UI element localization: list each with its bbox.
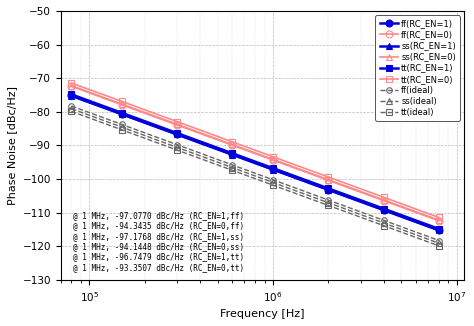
tt(RC_EN=0) — [381, 195, 386, 199]
tt(ideal) — [118, 128, 124, 132]
ff(RC_EN=1) — [174, 132, 180, 136]
ss(RC_EN=1) — [229, 153, 235, 156]
Line: tt(RC_EN=0): tt(RC_EN=0) — [69, 80, 442, 220]
ff(RC_EN=1) — [436, 228, 442, 232]
ss(RC_EN=1) — [326, 188, 331, 192]
tt(RC_EN=0) — [270, 155, 276, 159]
ff(ideal) — [69, 104, 74, 108]
ss(RC_EN=1) — [69, 94, 74, 98]
ss(RC_EN=1) — [270, 168, 276, 171]
tt(RC_EN=0) — [436, 215, 442, 219]
ff(RC_EN=1) — [326, 187, 331, 191]
ss(RC_EN=1) — [436, 229, 442, 232]
tt(ideal) — [381, 224, 386, 228]
tt(RC_EN=0) — [69, 81, 74, 85]
tt(ideal) — [436, 244, 442, 248]
ff(RC_EN=0) — [118, 103, 124, 107]
tt(ideal) — [229, 168, 235, 172]
ss(RC_EN=1) — [118, 112, 124, 116]
ss(RC_EN=0) — [69, 84, 74, 88]
tt(RC_EN=1) — [270, 166, 276, 170]
Line: ff(ideal): ff(ideal) — [69, 103, 442, 243]
ff(RC_EN=1) — [69, 94, 74, 97]
Y-axis label: Phase Noise [dBc/Hz]: Phase Noise [dBc/Hz] — [7, 86, 17, 205]
tt(RC_EN=0) — [118, 99, 124, 103]
ff(RC_EN=1) — [270, 167, 276, 171]
ss(ideal) — [326, 201, 331, 205]
ff(ideal) — [174, 143, 180, 147]
ff(ideal) — [270, 178, 276, 182]
tt(RC_EN=1) — [381, 207, 386, 211]
tt(RC_EN=1) — [69, 93, 74, 96]
tt(ideal) — [174, 148, 180, 152]
tt(RC_EN=1) — [229, 151, 235, 155]
Line: tt(RC_EN=1): tt(RC_EN=1) — [69, 92, 442, 232]
ss(ideal) — [436, 241, 442, 245]
ss(ideal) — [69, 107, 74, 111]
ff(ideal) — [118, 122, 124, 126]
ss(ideal) — [174, 145, 180, 149]
tt(RC_EN=0) — [174, 120, 180, 124]
ss(RC_EN=0) — [118, 102, 124, 106]
ss(RC_EN=0) — [436, 218, 442, 222]
ss(RC_EN=0) — [229, 142, 235, 146]
ss(ideal) — [229, 166, 235, 170]
Line: ff(RC_EN=1): ff(RC_EN=1) — [68, 92, 442, 233]
Line: ss(RC_EN=1): ss(RC_EN=1) — [68, 92, 442, 234]
ff(RC_EN=0) — [381, 199, 386, 202]
ff(ideal) — [229, 163, 235, 167]
tt(RC_EN=1) — [326, 186, 331, 190]
ff(RC_EN=1) — [381, 208, 386, 212]
tt(ideal) — [69, 110, 74, 113]
ss(RC_EN=0) — [270, 157, 276, 161]
ss(RC_EN=0) — [326, 178, 331, 182]
tt(RC_EN=0) — [326, 175, 331, 179]
ff(RC_EN=0) — [69, 84, 74, 88]
ff(RC_EN=0) — [270, 158, 276, 162]
Legend: ff(RC_EN=1), ff(RC_EN=0), ss(RC_EN=1), ss(RC_EN=0), tt(RC_EN=1), tt(RC_EN=0), ff: ff(RC_EN=1), ff(RC_EN=0), ss(RC_EN=1), s… — [375, 15, 460, 121]
ss(RC_EN=1) — [381, 208, 386, 212]
Line: ff(RC_EN=0): ff(RC_EN=0) — [68, 83, 442, 224]
tt(RC_EN=1) — [118, 111, 124, 115]
tt(ideal) — [326, 203, 331, 207]
ff(ideal) — [381, 218, 386, 222]
ff(RC_EN=0) — [174, 123, 180, 127]
Text: @ 1 MHz, -97.0770 dBc/Hz (RC_EN=1,ff)
@ 1 MHz, -94.3435 dBc/Hz (RC_EN=0,ff)
@ 1 : @ 1 MHz, -97.0770 dBc/Hz (RC_EN=1,ff) @ … — [73, 211, 244, 272]
ff(RC_EN=0) — [436, 219, 442, 223]
ff(RC_EN=0) — [326, 178, 331, 182]
tt(RC_EN=1) — [436, 227, 442, 231]
ss(ideal) — [270, 181, 276, 185]
ss(ideal) — [381, 221, 386, 225]
ss(RC_EN=0) — [381, 198, 386, 202]
X-axis label: Frequency [Hz]: Frequency [Hz] — [220, 309, 305, 319]
ss(RC_EN=0) — [174, 122, 180, 126]
tt(RC_EN=0) — [229, 140, 235, 144]
tt(ideal) — [270, 183, 276, 187]
ss(RC_EN=1) — [174, 132, 180, 136]
ff(ideal) — [436, 239, 442, 243]
Line: tt(ideal): tt(ideal) — [69, 109, 442, 249]
Line: ss(RC_EN=0): ss(RC_EN=0) — [68, 82, 442, 224]
ff(ideal) — [326, 198, 331, 202]
ff(RC_EN=1) — [118, 112, 124, 116]
tt(RC_EN=1) — [174, 131, 180, 135]
Line: ss(ideal): ss(ideal) — [69, 106, 442, 246]
ff(RC_EN=1) — [229, 152, 235, 156]
ff(RC_EN=0) — [229, 143, 235, 147]
ss(ideal) — [118, 125, 124, 129]
